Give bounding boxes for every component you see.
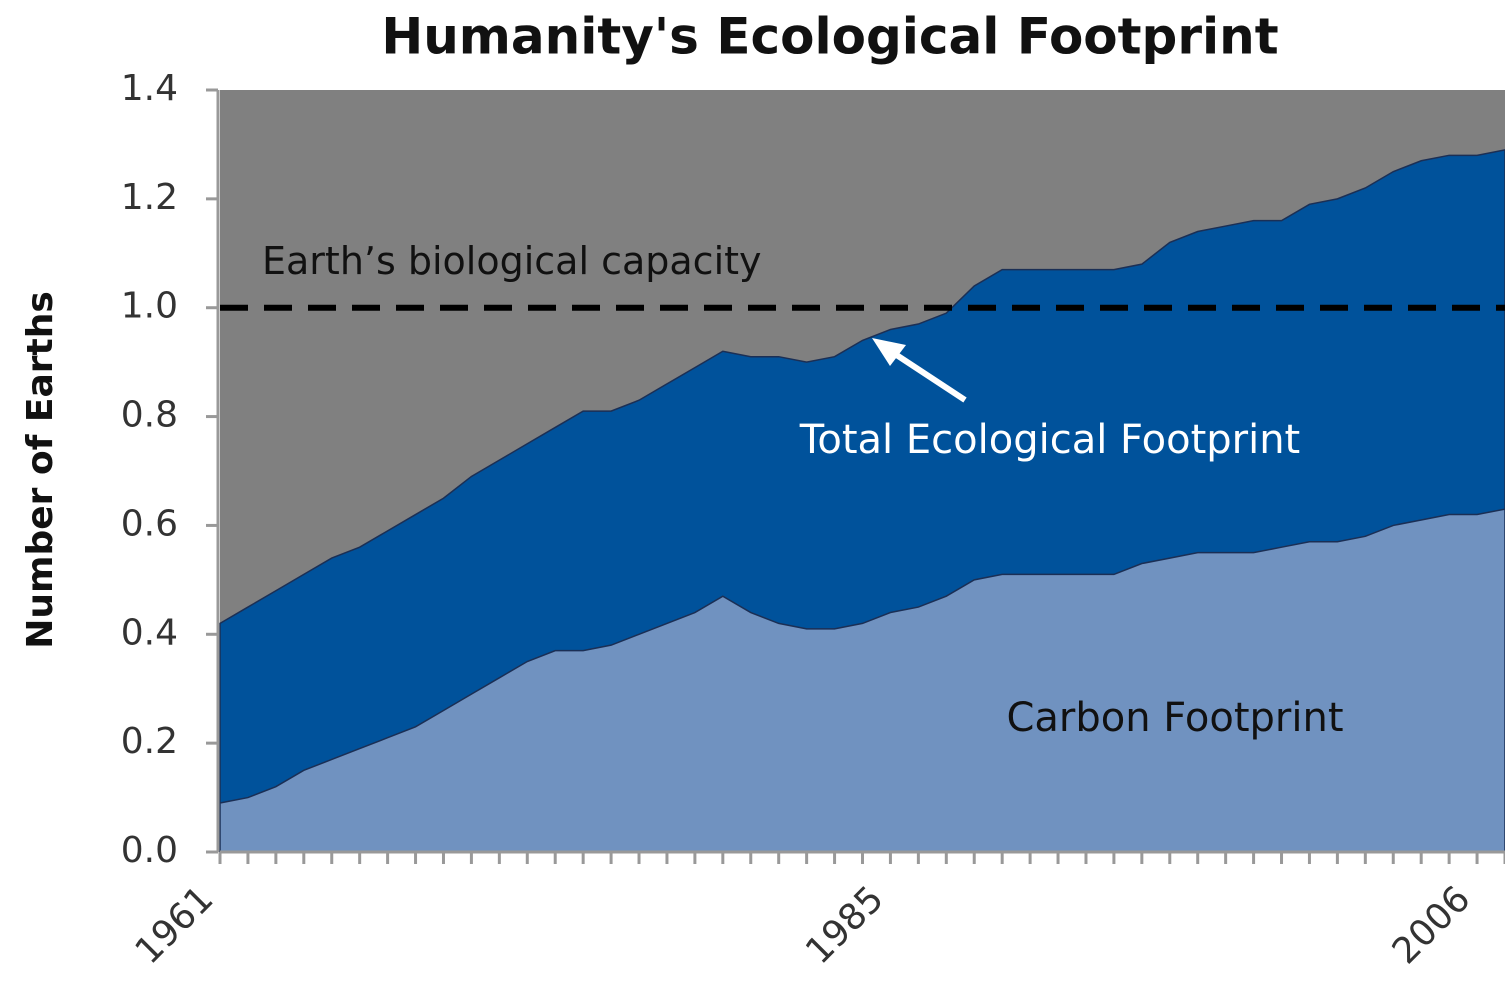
reference-label: Earth’s biological capacity — [262, 239, 762, 283]
y-tick-label: 0.8 — [121, 395, 178, 436]
x-tick-label: 2006 — [1385, 878, 1479, 972]
y-tick-label: 0.4 — [121, 612, 178, 653]
annotation-arrowhead — [872, 338, 906, 366]
y-tick-label: 0.6 — [121, 503, 178, 544]
y-axis-label: Number of Earths — [20, 291, 61, 649]
series-label: Carbon Footprint — [1006, 695, 1343, 741]
y-tick-label: 1.0 — [121, 286, 178, 327]
x-tick-label: 1985 — [798, 878, 892, 972]
y-tick-label: 1.4 — [121, 68, 178, 109]
area — [219, 508, 1505, 853]
x-tick-label: 1961 — [128, 878, 222, 972]
y-tick-label: 0.0 — [121, 830, 178, 871]
annotation-arrow — [890, 349, 967, 403]
y-tick-label: 0.2 — [121, 721, 178, 762]
series-label: Total Ecological Footprint — [799, 417, 1301, 463]
y-tick-label: 1.2 — [121, 177, 178, 218]
chart-title: Humanity's Ecological Footprint — [381, 8, 1278, 66]
